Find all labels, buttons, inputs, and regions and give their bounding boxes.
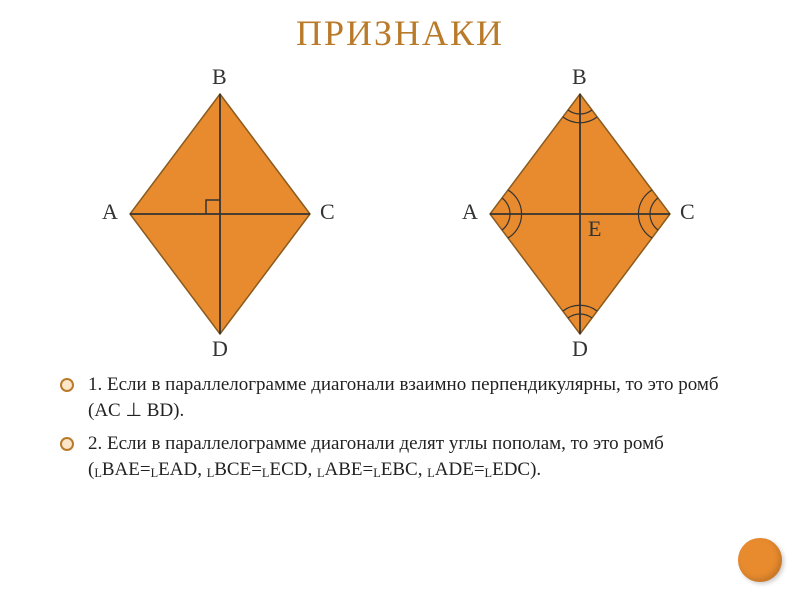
ang6: L	[373, 466, 381, 480]
vertex-label-d1: D	[212, 336, 228, 362]
ang7: L	[427, 466, 435, 480]
vertex-label-d2: D	[572, 336, 588, 362]
t2d: BCE=	[214, 459, 262, 480]
ang3: L	[207, 466, 215, 480]
diagram-2: B A C D E	[440, 64, 720, 364]
t2h: ADE=	[435, 459, 485, 480]
vertex-label-b2: B	[572, 64, 587, 90]
vertex-label-b1: B	[212, 64, 227, 90]
t2c: EAD,	[158, 459, 207, 480]
text-block: 1. Если в параллелограмме диагонали взаи…	[0, 364, 800, 483]
text-item-1: 1. Если в параллелограмме диагонали взаи…	[88, 372, 750, 423]
nav-next-button[interactable]	[738, 538, 782, 582]
vertex-label-a2: A	[462, 199, 478, 225]
page-title: ПРИЗНАКИ	[0, 0, 800, 54]
bullet-row-2: 2. Если в параллелограмме диагонали деля…	[60, 431, 750, 482]
ang5: L	[317, 466, 325, 480]
bullet-row-1: 1. Если в параллелограмме диагонали взаи…	[60, 372, 750, 423]
bullet-icon	[60, 378, 74, 392]
text-item-2: 2. Если в параллелограмме диагонали деля…	[88, 431, 750, 482]
diagram-1: B A C D	[80, 64, 360, 364]
t2g: EBC,	[381, 459, 427, 480]
vertex-label-a1: A	[102, 199, 118, 225]
rhombus-1-svg	[80, 64, 360, 364]
t2b: BAE=	[102, 459, 151, 480]
ang2: L	[151, 466, 159, 480]
vertex-label-e: E	[588, 216, 601, 242]
t2i: EDC).	[492, 459, 541, 480]
bullet-icon	[60, 437, 74, 451]
vertex-label-c2: C	[680, 199, 695, 225]
t2e: ECD,	[269, 459, 317, 480]
ang4: L	[262, 466, 270, 480]
ang1: L	[94, 466, 102, 480]
vertex-label-c1: C	[320, 199, 335, 225]
ang8: L	[485, 466, 493, 480]
t2f: ABE=	[325, 459, 374, 480]
rhombus-2-svg	[440, 64, 720, 364]
diagram-row: B A C D B A C D E	[0, 54, 800, 364]
